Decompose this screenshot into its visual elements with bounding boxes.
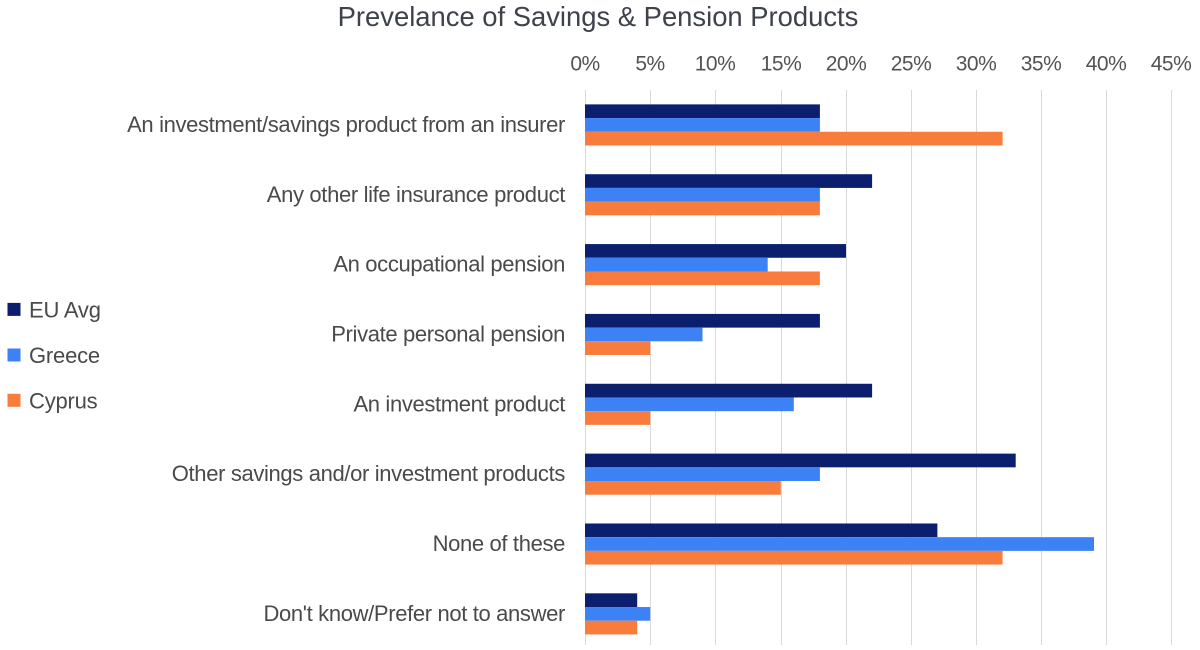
svg-text:Don't know/Prefer not to answe: Don't know/Prefer not to answer: [263, 601, 565, 626]
svg-text:None of these: None of these: [433, 531, 566, 556]
svg-text:An occupational pension: An occupational pension: [333, 252, 565, 277]
svg-text:Cyprus: Cyprus: [29, 388, 98, 413]
svg-text:0%: 0%: [570, 52, 599, 75]
svg-text:Greece: Greece: [29, 343, 100, 368]
svg-text:An investment/savings product: An investment/savings product from an in…: [127, 112, 565, 137]
svg-text:5%: 5%: [635, 52, 664, 75]
svg-text:EU Avg: EU Avg: [29, 297, 101, 322]
svg-text:35%: 35%: [1021, 52, 1062, 75]
svg-text:An investment product: An investment product: [353, 391, 565, 416]
svg-text:20%: 20%: [826, 52, 867, 75]
svg-text:Private personal pension: Private personal pension: [331, 322, 565, 347]
svg-text:40%: 40%: [1086, 52, 1127, 75]
svg-text:45%: 45%: [1151, 52, 1192, 75]
svg-text:25%: 25%: [891, 52, 932, 75]
svg-text:30%: 30%: [956, 52, 997, 75]
svg-text:15%: 15%: [761, 52, 802, 75]
svg-text:10%: 10%: [695, 52, 736, 75]
svg-text:Any other life insurance produ: Any other life insurance product: [267, 182, 565, 207]
svg-text:Other savings and/or investmen: Other savings and/or investment products: [172, 461, 566, 486]
svg-text:Prevelance of Savings & Pensio: Prevelance of Savings & Pension Products: [338, 1, 859, 32]
